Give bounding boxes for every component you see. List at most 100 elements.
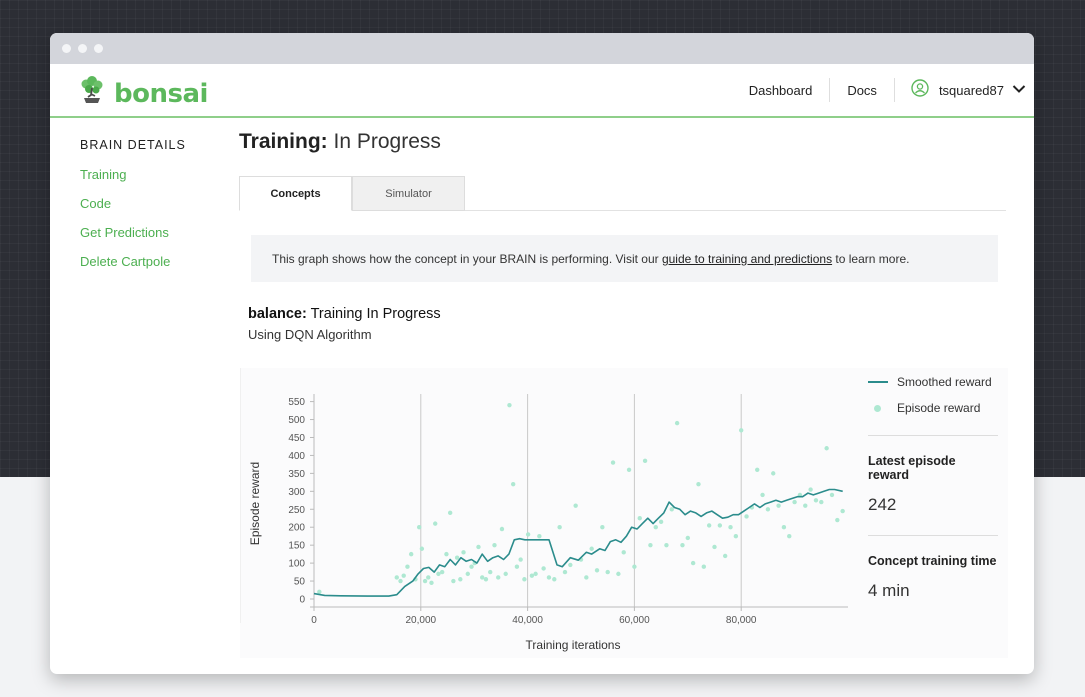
episode-reward-point (426, 575, 431, 580)
episode-reward-point (557, 525, 562, 530)
y-tick-label: 400 (288, 451, 305, 462)
y-tick-label: 500 (288, 415, 305, 426)
window-close-dot[interactable] (62, 44, 71, 53)
episode-reward-point (488, 569, 493, 575)
guide-link[interactable]: guide to training and predictions (661, 252, 833, 266)
episode-reward-point (765, 507, 771, 512)
episode-reward-point (829, 492, 835, 498)
sidebar-item-code[interactable]: Code (80, 196, 112, 211)
episode-reward-point (433, 521, 438, 526)
episode-reward-point (514, 564, 520, 569)
page-title-prefix: Training: (239, 130, 328, 153)
logo[interactable]: bonsai (76, 75, 208, 112)
x-tick-label: 40,000 (512, 615, 543, 626)
x-axis-label: Training iterations (526, 638, 621, 652)
legend-episode-label: Episode reward (897, 401, 981, 415)
nav-docs-link[interactable]: Docs (847, 82, 877, 98)
episode-reward-point (728, 525, 733, 530)
episode-reward-point (840, 508, 845, 514)
window-titlebar (50, 33, 1034, 64)
episode-reward-point (419, 546, 425, 551)
nav-dashboard-link[interactable]: Dashboard (748, 82, 813, 98)
episode-reward-point (546, 575, 552, 580)
episode-reward-point (792, 499, 797, 505)
episode-reward-point (394, 575, 399, 580)
episode-reward-point (717, 523, 723, 528)
chevron-down-icon[interactable] (1012, 81, 1026, 99)
page-title-status: In Progress (327, 130, 441, 153)
episode-reward-point (552, 577, 557, 582)
episode-reward-point (469, 564, 474, 569)
training-time-label: Concept training time (868, 554, 997, 568)
tab-simulator[interactable]: Simulator (352, 176, 465, 211)
episode-reward-point (541, 566, 546, 571)
episode-reward-point (451, 578, 456, 584)
episode-reward-point (522, 577, 527, 582)
brain-details-sidebar: BRAIN DETAILS Training Code Get Predicti… (80, 138, 186, 283)
latest-reward-value: 242 (868, 495, 897, 514)
episode-reward-point (525, 532, 531, 537)
legend-line-swatch (868, 381, 888, 383)
concept-status: Training In Progress (306, 306, 441, 322)
episode-reward-point (476, 544, 481, 550)
smoothed-reward-line (313, 488, 843, 597)
episode-reward-point (685, 535, 690, 541)
episode-reward-point (510, 481, 516, 487)
episode-reward-point (776, 503, 781, 508)
episode-reward-point (401, 573, 406, 578)
episode-reward-point (461, 550, 466, 555)
episode-reward-point (594, 568, 600, 573)
y-tick-label: 300 (288, 487, 305, 498)
episode-reward-point (701, 564, 707, 569)
window-maximize-dot[interactable] (94, 44, 103, 53)
episode-reward-point (398, 578, 403, 584)
episode-reward-point (573, 503, 578, 508)
y-tick-label: 250 (288, 505, 305, 516)
episode-reward-point (507, 402, 512, 408)
y-tick-label: 550 (288, 397, 305, 408)
episode-reward-point (499, 526, 505, 532)
episode-reward-point (465, 571, 470, 577)
y-tick-label: 350 (288, 469, 305, 480)
episode-reward-point (722, 553, 728, 559)
user-menu[interactable]: tsquared87 (895, 78, 1026, 102)
sidebar-item-training[interactable]: Training (80, 167, 127, 182)
sidebar-item-delete-cartpole[interactable]: Delete Cartpole (80, 254, 171, 269)
concept-title: balance: Training In Progress (248, 306, 1019, 322)
episode-reward-point (529, 573, 535, 578)
episode-reward-point (518, 557, 523, 562)
episode-reward-point (562, 569, 568, 575)
sidebar-item-get-predictions[interactable]: Get Predictions (80, 225, 169, 240)
x-tick-label: 60,000 (619, 615, 650, 626)
y-tick-label: 200 (288, 523, 305, 534)
episode-reward-point (632, 564, 637, 569)
episode-reward-point (680, 542, 685, 548)
episode-reward-point (642, 458, 648, 464)
episode-reward-point (696, 481, 701, 487)
episode-reward-point (537, 533, 542, 539)
episode-reward-point (492, 542, 497, 548)
tab-concepts[interactable]: Concepts (239, 176, 352, 211)
episode-reward-point (781, 525, 787, 530)
username: tsquared87 (938, 82, 1004, 98)
y-tick-label: 450 (288, 433, 305, 444)
episode-reward-point (787, 533, 792, 539)
info-text-end: to learn more. (832, 252, 910, 266)
episode-reward-point (496, 575, 501, 580)
legend-smoothed-label: Smoothed reward (897, 375, 992, 389)
legend-episode: Episode reward (868, 401, 998, 415)
episode-reward-point (533, 571, 538, 577)
stat-divider (868, 535, 998, 536)
window-minimize-dot[interactable] (78, 44, 87, 53)
episode-reward-point (436, 571, 441, 577)
episode-reward-point (755, 467, 760, 472)
chart-side-panel: Smoothed reward Episode reward Latest ep… (868, 375, 998, 601)
user-circle-icon (911, 78, 929, 102)
episode-reward-point (568, 562, 573, 568)
algorithm-label: Using DQN Algorithm (248, 327, 372, 342)
episode-reward-point (835, 517, 840, 523)
x-tick-label: 80,000 (726, 615, 757, 626)
x-tick-label: 0 (311, 615, 317, 626)
tab-bar: Concepts Simulator (239, 176, 1006, 211)
y-axis-label: Episode reward (248, 462, 262, 545)
